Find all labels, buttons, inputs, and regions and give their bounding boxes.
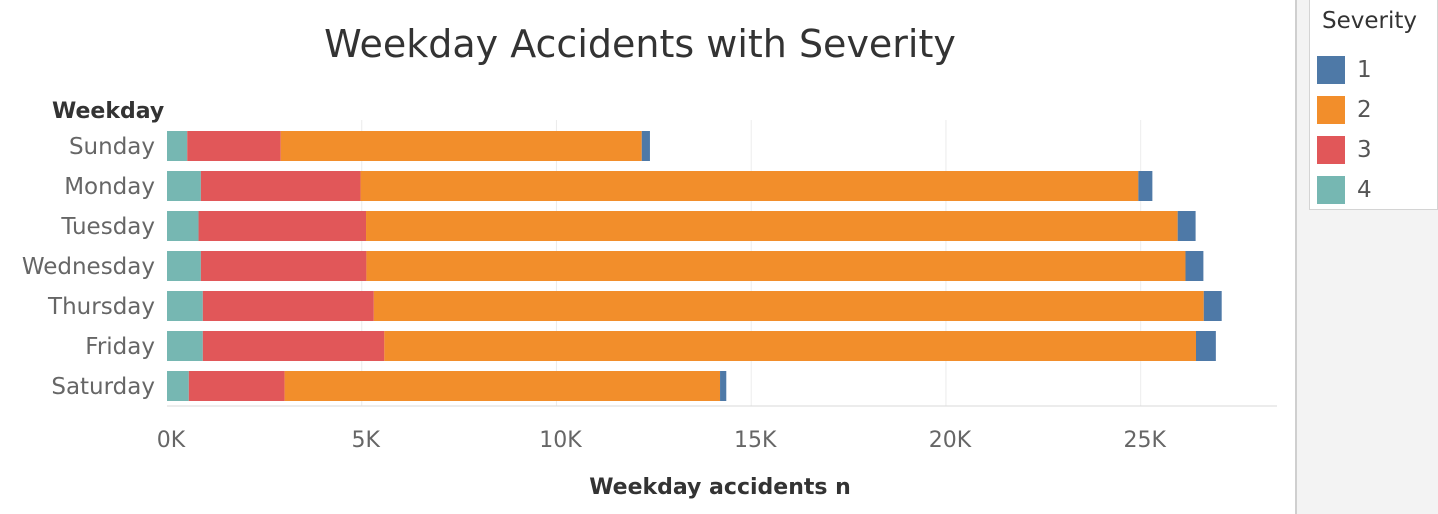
bar-segment-severity-3-thursday[interactable] [202, 291, 374, 321]
x-tick-label: 5K [352, 428, 381, 453]
bar-segment-severity-4-tuesday[interactable] [167, 211, 199, 241]
bar-segment-severity-2-monday[interactable] [360, 171, 1139, 201]
legend-item-3[interactable]: 3 [1317, 136, 1372, 164]
bar-segment-severity-1-thursday[interactable] [1203, 291, 1222, 321]
bar-segment-severity-4-sunday[interactable] [167, 131, 188, 161]
row-header: Weekday [52, 99, 164, 124]
legend-swatch [1317, 176, 1345, 204]
bar-segment-severity-2-tuesday[interactable] [366, 211, 1178, 241]
legend-swatch [1317, 96, 1345, 124]
bar-segment-severity-3-wednesday[interactable] [200, 251, 367, 281]
legend-item-4[interactable]: 4 [1317, 176, 1372, 204]
bar-segment-severity-3-sunday[interactable] [187, 131, 281, 161]
legend-item-1[interactable]: 1 [1317, 56, 1372, 84]
bar-segment-severity-3-monday[interactable] [200, 171, 361, 201]
bar-segment-severity-1-saturday[interactable] [720, 371, 727, 401]
category-labels: Sunday Monday Tuesday Wednesday Thursday Frid… [22, 134, 155, 400]
legend-label: 3 [1357, 137, 1372, 163]
bar-segment-severity-2-friday[interactable] [384, 331, 1196, 361]
bar-segment-severity-2-thursday[interactable] [373, 291, 1204, 321]
category-label-tuesday: Tuesday [60, 214, 155, 240]
bar-segment-severity-1-friday[interactable] [1195, 331, 1216, 361]
category-label-thursday: Thursday [47, 294, 155, 320]
bar-segment-severity-4-thursday[interactable] [167, 291, 203, 321]
x-axis-ticks: 0K 5K 10K 15K 20K 25K [157, 428, 1167, 453]
category-label-monday: Monday [64, 174, 155, 200]
legend-label: 2 [1357, 97, 1372, 123]
bar-segment-severity-2-saturday[interactable] [284, 371, 721, 401]
bar-segment-severity-1-tuesday[interactable] [1177, 211, 1196, 241]
category-label-wednesday: Wednesday [22, 254, 155, 280]
bar-segment-severity-3-saturday[interactable] [188, 371, 285, 401]
x-axis-title: Weekday accidents n [589, 475, 851, 500]
legend-swatch [1317, 56, 1345, 84]
chart-area: Weekday Accidents with Severity Weekday … [22, 22, 1277, 500]
x-tick-label: 10K [539, 428, 582, 453]
x-tick-label: 25K [1123, 428, 1166, 453]
legend: Severity 1 2 3 4 [1309, 0, 1438, 210]
x-tick-label: 0K [157, 428, 186, 453]
bar-segment-severity-1-wednesday[interactable] [1185, 251, 1204, 281]
legend-label: 4 [1357, 177, 1372, 203]
legend-item-2[interactable]: 2 [1317, 96, 1372, 124]
x-tick-label: 20K [929, 428, 972, 453]
category-label-friday: Friday [85, 334, 155, 360]
bar-segment-severity-2-wednesday[interactable] [366, 251, 1186, 281]
legend-title: Severity [1322, 8, 1417, 34]
bar-segment-severity-1-sunday[interactable] [641, 131, 650, 161]
bar-segment-severity-1-monday[interactable] [1138, 171, 1153, 201]
bars [167, 131, 1222, 401]
bar-segment-severity-4-monday[interactable] [167, 171, 201, 201]
bar-segment-severity-4-saturday[interactable] [167, 371, 189, 401]
bar-segment-severity-3-friday[interactable] [202, 331, 385, 361]
legend-swatch [1317, 136, 1345, 164]
chart-title: Weekday Accidents with Severity [324, 22, 956, 66]
bar-segment-severity-4-friday[interactable] [167, 331, 203, 361]
category-label-sunday: Sunday [69, 134, 155, 160]
legend-label: 1 [1357, 57, 1372, 83]
bar-segment-severity-4-wednesday[interactable] [167, 251, 201, 281]
bar-segment-severity-2-sunday[interactable] [280, 131, 642, 161]
x-tick-label: 15K [734, 428, 777, 453]
bar-segment-severity-3-tuesday[interactable] [198, 211, 367, 241]
category-label-saturday: Saturday [51, 374, 155, 400]
